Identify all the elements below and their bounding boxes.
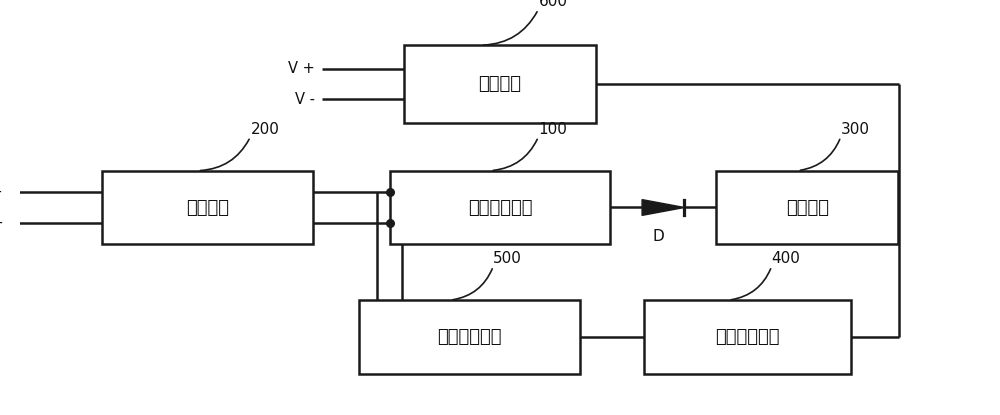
Text: 放电单元: 放电单元 xyxy=(786,198,829,217)
Text: 状态切换单元: 状态切换单元 xyxy=(715,328,780,346)
Bar xyxy=(390,171,610,244)
Bar xyxy=(359,300,580,374)
Bar xyxy=(102,171,313,244)
Text: HV -: HV - xyxy=(0,215,3,230)
Text: 低压电源: 低压电源 xyxy=(479,75,522,93)
Text: V +: V + xyxy=(288,61,315,76)
Text: 200: 200 xyxy=(250,122,279,137)
Text: D: D xyxy=(653,229,664,244)
Bar xyxy=(716,171,898,244)
Text: 300: 300 xyxy=(841,122,870,137)
Bar xyxy=(644,300,851,374)
Text: 电压检测单元: 电压检测单元 xyxy=(437,328,502,346)
Text: 高压电源单元: 高压电源单元 xyxy=(468,198,532,217)
Polygon shape xyxy=(642,200,684,215)
Text: 500: 500 xyxy=(493,251,522,266)
Text: V -: V - xyxy=(295,92,315,107)
Text: 支撑电容: 支撑电容 xyxy=(186,198,229,217)
Text: HV +: HV + xyxy=(0,185,3,200)
Text: 100: 100 xyxy=(538,122,567,137)
Text: 600: 600 xyxy=(538,0,567,9)
Bar xyxy=(404,45,596,123)
Text: 400: 400 xyxy=(772,251,801,266)
